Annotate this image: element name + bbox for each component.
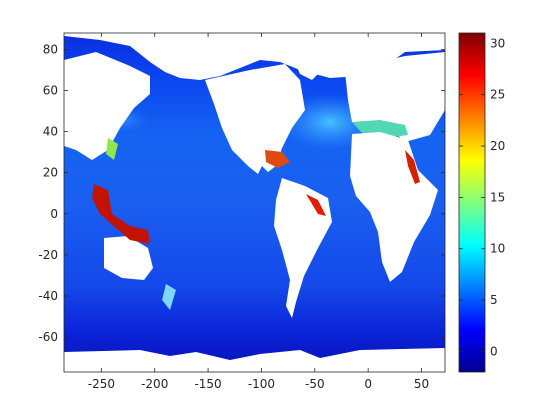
y-tick-label: -40	[38, 289, 58, 303]
eurasia	[345, 52, 445, 142]
colorbar-ticks: 30 25 20 15 10 5 0	[459, 36, 505, 358]
y-tick-label: -60	[38, 330, 58, 344]
colorbar-tick-label: 25	[490, 88, 505, 102]
antarctica	[64, 348, 445, 372]
australia	[104, 236, 153, 280]
warm-region-gulf	[265, 150, 290, 168]
warm-region-nz	[162, 284, 176, 310]
warm-region-maritime-continent	[92, 184, 150, 244]
warm-region-east-asia	[106, 138, 118, 160]
x-tick-label: 50	[414, 377, 429, 391]
greenland	[290, 36, 335, 80]
y-tick-label: -20	[38, 248, 58, 262]
y-tick-label: 0	[50, 207, 58, 221]
colorbar-tick-label: 5	[490, 293, 498, 307]
x-axis: -250 -200 -150 -100 -50 0 50	[88, 33, 429, 391]
y-tick-label: 60	[43, 84, 58, 98]
x-tick-label: -150	[194, 377, 221, 391]
colorbar-tick-label: 0	[490, 344, 498, 358]
colorbar-tick-label: 10	[490, 242, 505, 256]
y-tick-label: 20	[43, 166, 58, 180]
arctic-landmass	[64, 33, 445, 80]
plot-frame	[63, 32, 446, 373]
asia-west-portion	[64, 52, 150, 160]
warm-region-peru	[306, 194, 326, 216]
colorbar-tick-label: 20	[490, 139, 505, 153]
x-tick-label: -200	[141, 377, 168, 391]
x-tick-label: -100	[248, 377, 275, 391]
y-tick-label: 80	[43, 42, 58, 56]
y-tick-label: 40	[43, 125, 58, 139]
sea-surface-field	[64, 33, 445, 372]
colorbar: 30 25 20 15 10 5 0	[458, 32, 505, 373]
colorbar-tick-label: 15	[490, 190, 505, 204]
north-america	[205, 64, 305, 174]
x-tick-label: -250	[88, 377, 115, 391]
warm-region-red-sea	[405, 150, 420, 184]
x-tick-label: -50	[305, 377, 325, 391]
y-axis: 80 60 40 20 0 -20 -40 -60	[38, 42, 445, 344]
colorbar-gradient	[458, 32, 486, 373]
colorbar-tick-label: 30	[490, 36, 505, 50]
x-tick-label: 0	[364, 377, 372, 391]
